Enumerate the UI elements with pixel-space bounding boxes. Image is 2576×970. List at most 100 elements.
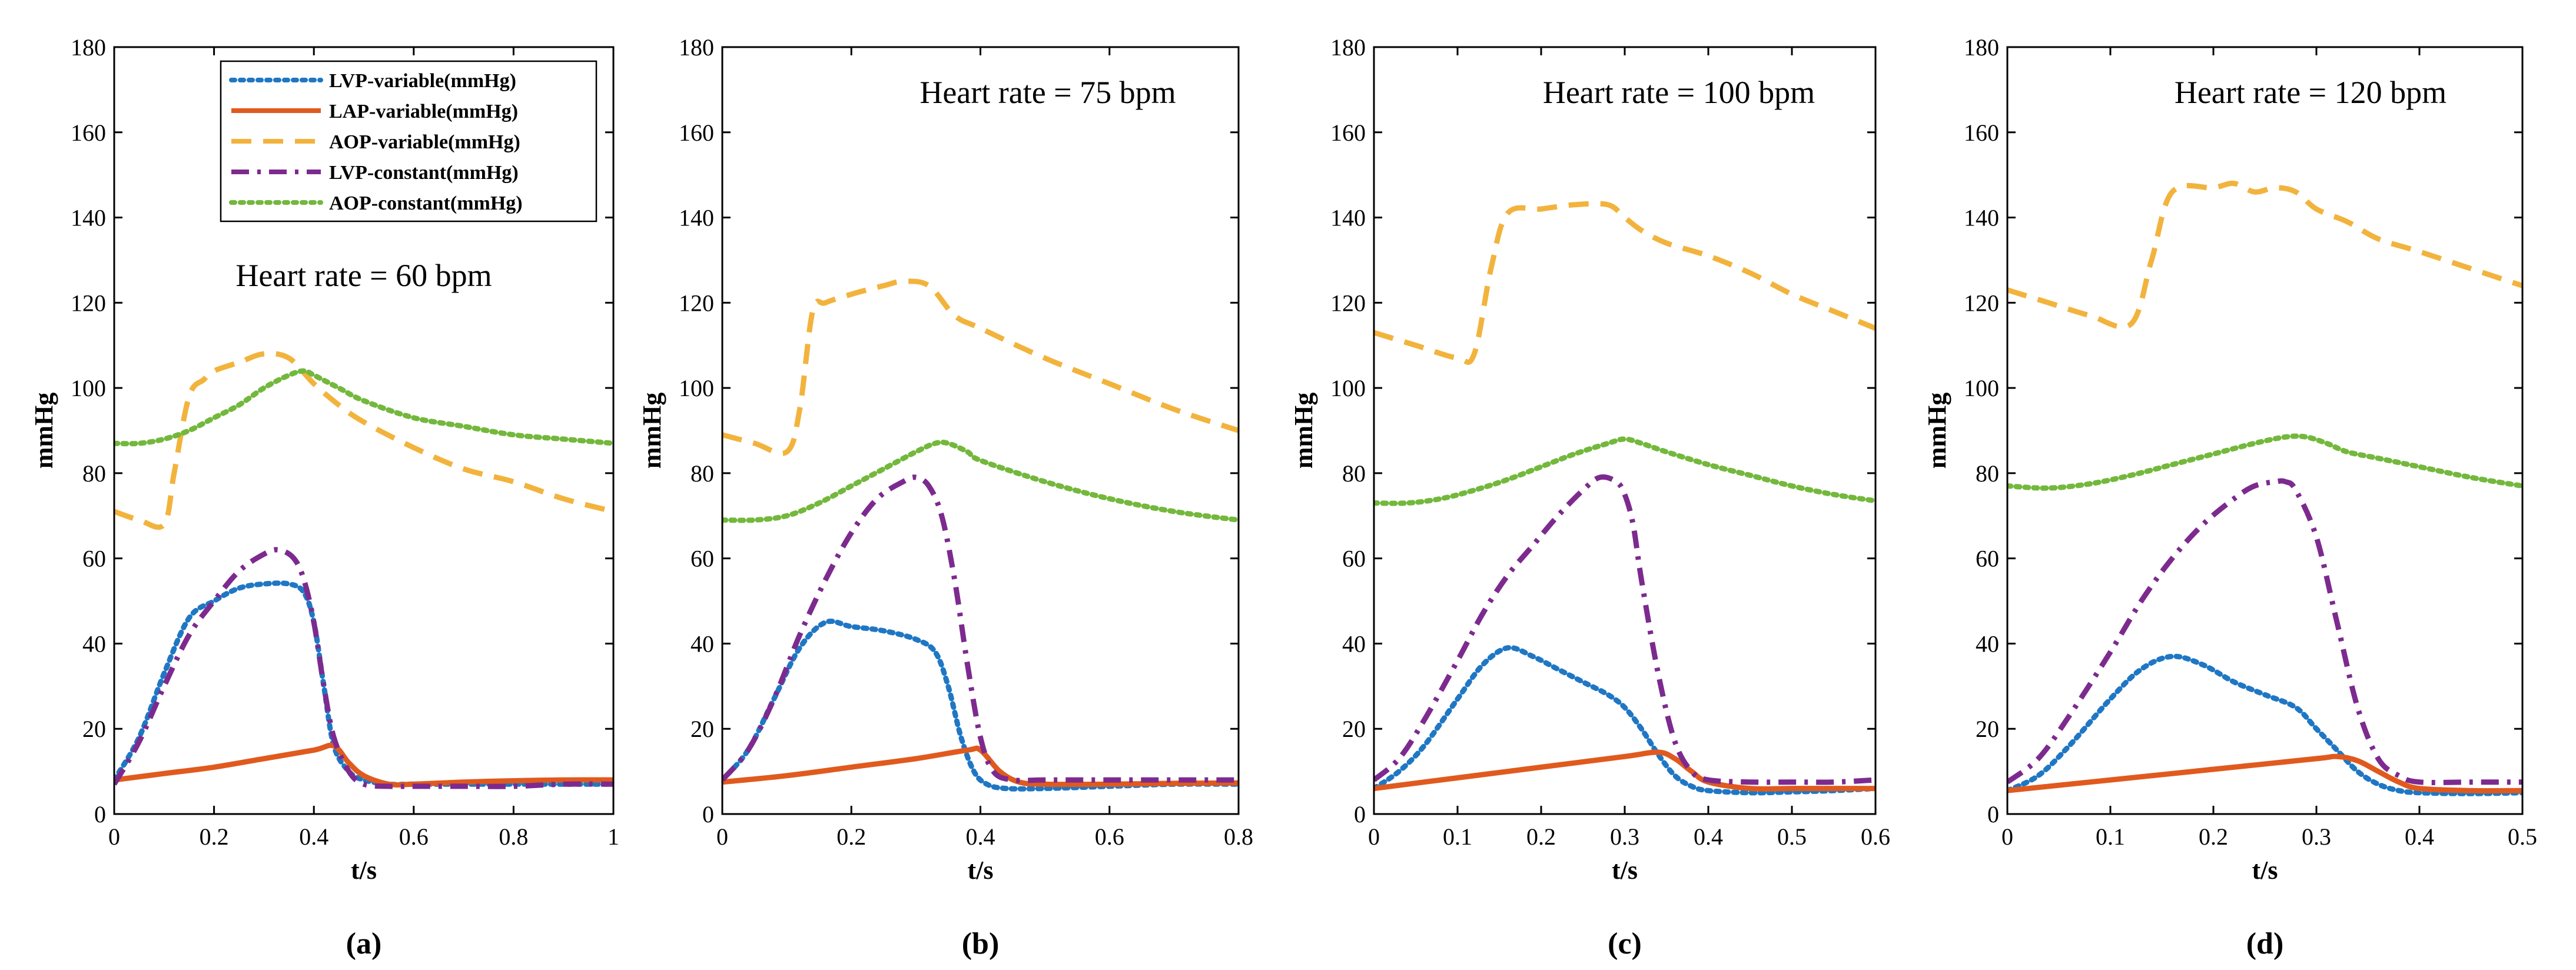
legend-entry-label: LVP-constant(mmHg) — [329, 162, 519, 184]
series-group — [722, 278, 1239, 792]
x-tick-label: 0.4 — [2405, 823, 2434, 850]
y-tick-label: 80 — [691, 460, 714, 487]
legend-entry-label: LAP-variable(mmHg) — [329, 101, 518, 122]
x-tick-label: 0 — [716, 823, 728, 850]
legend: LVP-variable(mmHg) LAP-variable(mmHg) AOP-… — [220, 60, 597, 222]
y-tick-label: 20 — [1342, 716, 1366, 742]
legend-entry-label: AOP-variable(mmHg) — [329, 131, 520, 153]
y-tick-label: 120 — [679, 290, 714, 316]
series-line-lvp-constant-mmhg — [2007, 478, 2522, 785]
panel-label: (d) — [2246, 927, 2284, 961]
y-tick-label: 180 — [1330, 34, 1366, 61]
y-axis-label: mmHg — [1289, 393, 1318, 469]
series-group — [1374, 201, 1875, 796]
x-tick-label: 0.6 — [399, 823, 429, 850]
x-tick-label: 0 — [108, 823, 120, 850]
chart-panel-4: 0 20 40 60 80 100 120 140 160 180 0 0.1 0.2 0.3 0.4 0.5… — [1923, 34, 2537, 961]
chart-panel-2: 0 20 40 60 80 100 120 140 160 180 0 0.2 0.4 0.6 0.8 t/s… — [638, 34, 1253, 961]
y-tick-label: 60 — [691, 546, 714, 572]
series-line-lvp-constant-mmhg — [114, 547, 613, 789]
heart-rate-annotation: Heart rate = 60 bpm — [235, 258, 492, 293]
x-tick-label: 0.3 — [1610, 823, 1639, 850]
series-line-lap-variable-mmhg — [722, 745, 1239, 788]
y-tick-label: 60 — [1976, 546, 1999, 572]
x-tick-label: 0.2 — [2199, 823, 2228, 850]
y-axis-label: mmHg — [1923, 393, 1951, 469]
plot-frame — [113, 46, 615, 815]
x-tick-label: 1 — [608, 823, 619, 850]
x-tick-label: 0.2 — [200, 823, 229, 850]
y-tick-label: 140 — [1330, 205, 1366, 231]
y-tick-label: 100 — [679, 375, 714, 401]
plot-frame — [721, 46, 1240, 815]
x-tick-label: 0.2 — [1526, 823, 1556, 850]
y-tick-label: 40 — [1976, 630, 1999, 657]
x-tick-label: 0 — [1368, 823, 1380, 850]
y-tick-label: 60 — [1342, 546, 1366, 572]
series-line-lvp-constant-mmhg — [1374, 474, 1875, 785]
y-tick-label: 160 — [71, 119, 106, 146]
y-tick-label: 20 — [82, 716, 106, 742]
x-tick-label: 0.4 — [966, 823, 995, 850]
y-tick-label: 160 — [1330, 119, 1366, 146]
series-line-aop-variable-mmhg — [2007, 180, 2522, 330]
y-tick-label: 60 — [82, 546, 106, 572]
y-tick-label: 40 — [691, 630, 714, 657]
y-tick-label: 0 — [1354, 801, 1366, 828]
y-tick-label: 120 — [71, 290, 106, 316]
series-line-aop-constant-mmhg — [2007, 433, 2522, 491]
series-line-lvp-variable-mmhg — [2007, 653, 2522, 796]
series-line-aop-constant-mmhg — [1374, 436, 1875, 506]
x-tick-label: 0.5 — [2508, 823, 2537, 850]
heart-rate-annotation: Heart rate = 100 bpm — [1543, 75, 1815, 110]
y-tick-label: 180 — [71, 34, 106, 61]
panel-label: (c) — [1608, 927, 1642, 961]
series-line-lvp-variable-mmhg — [722, 619, 1239, 792]
y-axis-label: mmHg — [29, 393, 58, 469]
x-tick-label: 0.5 — [1777, 823, 1807, 850]
y-tick-label: 100 — [71, 375, 106, 401]
y-tick-label: 0 — [1987, 801, 1999, 828]
y-tick-label: 80 — [1976, 460, 1999, 487]
series-line-lap-variable-mmhg — [114, 742, 613, 788]
series-line-aop-constant-mmhg — [114, 368, 613, 447]
x-axis-label: t/s — [968, 856, 994, 885]
y-tick-label: 140 — [1964, 205, 1999, 231]
x-axis-label: t/s — [1612, 856, 1638, 885]
x-tick-label: 0.4 — [299, 823, 328, 850]
heart-rate-annotation: Heart rate = 75 bpm — [919, 75, 1176, 110]
legend-box — [220, 60, 597, 222]
x-tick-label: 0.3 — [2302, 823, 2331, 850]
series-line-lap-variable-mmhg — [1374, 749, 1875, 792]
series-line-aop-constant-mmhg — [722, 439, 1239, 523]
y-tick-label: 40 — [82, 630, 106, 657]
y-tick-label: 160 — [679, 119, 714, 146]
series-line-lvp-variable-mmhg — [114, 580, 613, 788]
x-tick-label: 0.1 — [2096, 823, 2125, 850]
legend-entry-label: LVP-variable(mmHg) — [329, 70, 516, 92]
series-group — [2007, 180, 2522, 796]
series-line-lvp-constant-mmhg — [722, 474, 1239, 783]
y-tick-label: 20 — [691, 716, 714, 742]
series-line-aop-variable-mmhg — [722, 278, 1239, 456]
y-tick-label: 0 — [94, 801, 106, 828]
series-group — [114, 351, 613, 789]
heart-rate-annotation: Heart rate = 120 bpm — [2175, 75, 2446, 110]
x-tick-label: 0.8 — [499, 823, 528, 850]
y-tick-label: 80 — [82, 460, 106, 487]
y-tick-label: 100 — [1964, 375, 1999, 401]
x-tick-label: 0 — [2001, 823, 2013, 850]
panel-label: (b) — [962, 927, 1000, 961]
y-axis-label: mmHg — [638, 393, 666, 469]
chart-panel-3: 0 20 40 60 80 100 120 140 160 180 0 0.1 0.2 0.3 0.4 0.5… — [1289, 34, 1890, 961]
y-tick-label: 140 — [71, 205, 106, 231]
panel-label: (a) — [346, 927, 382, 961]
plot-frame — [2006, 46, 2524, 815]
chart-panel-1: 0 20 40 60 80 100 120 140 160 180 0 0.2 0.4 0.6 0.8 1 t/… — [29, 34, 619, 961]
y-tick-label: 160 — [1964, 119, 1999, 146]
series-line-lvp-variable-mmhg — [1374, 645, 1875, 796]
y-tick-label: 180 — [679, 34, 714, 61]
x-tick-label: 0.2 — [836, 823, 866, 850]
x-tick-label: 0.4 — [1694, 823, 1723, 850]
